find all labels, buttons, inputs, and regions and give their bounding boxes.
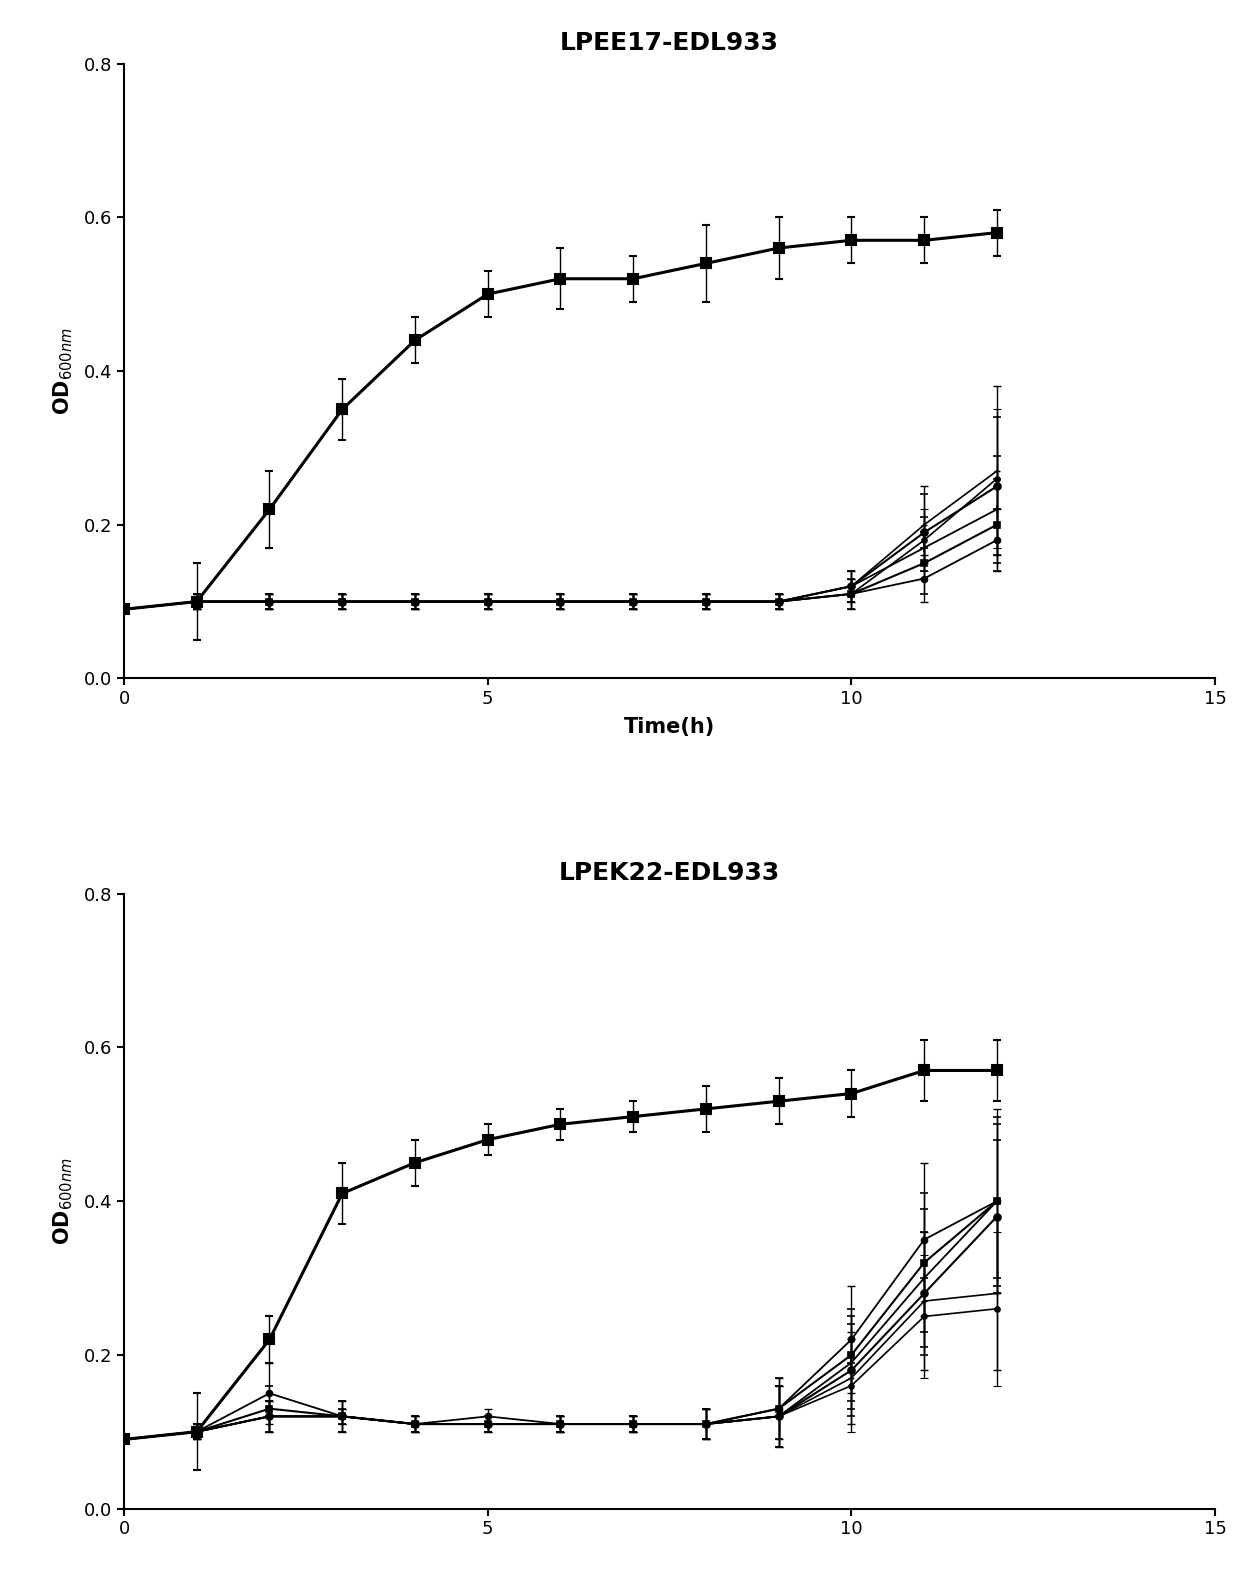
Title: LPEE17-EDL933: LPEE17-EDL933 [560,30,779,54]
Title: LPEK22-EDL933: LPEK22-EDL933 [559,861,780,885]
X-axis label: Time(h): Time(h) [624,716,715,737]
Y-axis label: OD$_{600nm}$: OD$_{600nm}$ [52,1158,76,1245]
Y-axis label: OD$_{600nm}$: OD$_{600nm}$ [52,327,76,414]
Legend: MOI=100, MOI=10, MOI=1, MOI=0.1, MOI=0.01, MOI=0.001, Control: MOI=100, MOI=10, MOI=1, MOI=0.1, MOI=0.0… [1236,73,1240,303]
